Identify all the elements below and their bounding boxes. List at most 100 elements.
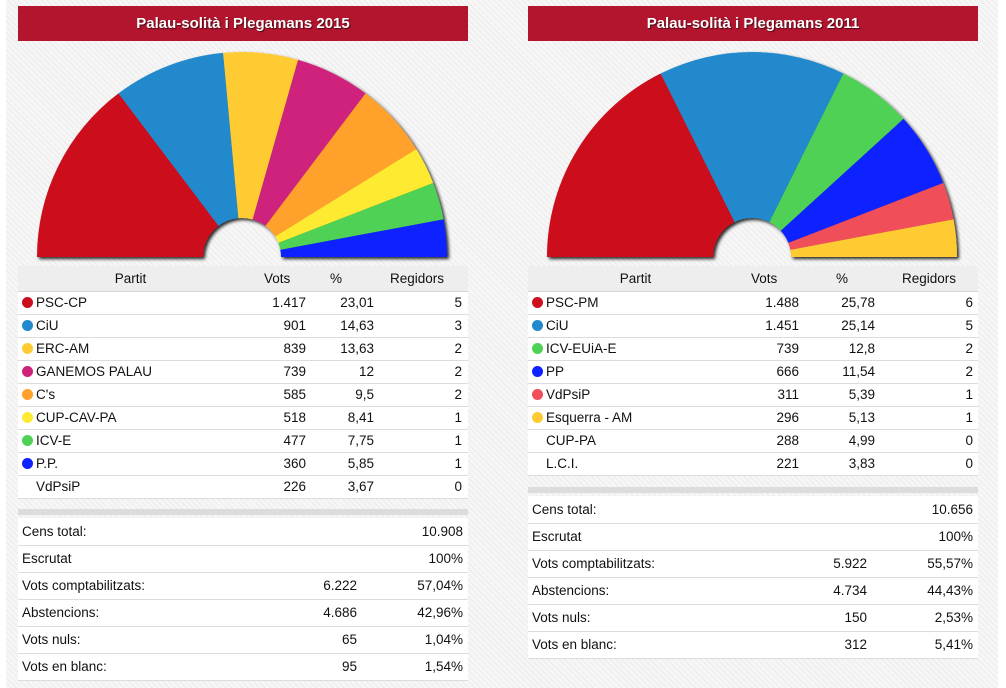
seats-cell: 1 bbox=[875, 406, 978, 430]
summary-value: 95 bbox=[268, 653, 357, 681]
party-name: C's bbox=[36, 387, 56, 402]
summary-pct: 2,53% bbox=[867, 604, 978, 632]
votes-cell: 839 bbox=[243, 337, 306, 361]
votes-cell: 296 bbox=[743, 406, 799, 430]
summary-label: Vots en blanc: bbox=[18, 653, 268, 681]
pct-cell: 14,63 bbox=[306, 314, 374, 338]
votes-cell: 477 bbox=[243, 429, 306, 453]
seats-cell: 3 bbox=[374, 314, 468, 338]
party-cell: PSC-PM bbox=[528, 291, 743, 315]
seats-cell: 1 bbox=[374, 406, 468, 430]
pct-cell: 7,75 bbox=[306, 429, 374, 453]
summary-row: Abstencions: 4.734 44,43% bbox=[528, 577, 978, 605]
summary-row: Abstencions: 4.686 42,96% bbox=[18, 599, 468, 627]
seat-slice-psc-cp bbox=[37, 93, 219, 257]
party-name: VdPsiP bbox=[546, 387, 591, 402]
summary-pct: 44,43% bbox=[867, 577, 978, 605]
pct-cell: 25,78 bbox=[799, 291, 875, 315]
summary-pct: 57,04% bbox=[357, 572, 468, 600]
summary-label: Vots comptabilitzats: bbox=[18, 572, 268, 600]
results-panel-2015: Palau-solità i Plegamans 2015 Partit Vot… bbox=[18, 0, 468, 688]
summary-value: 5.922 bbox=[778, 550, 867, 578]
party-name: P.P. bbox=[36, 456, 59, 471]
seat-slice-ciu bbox=[118, 52, 239, 226]
summary-value: 4.734 bbox=[778, 577, 867, 605]
pct-cell: 5,39 bbox=[799, 383, 875, 407]
table-row: PSC-CP 1.417 23,01 5 bbox=[18, 291, 468, 315]
votes-cell: 739 bbox=[243, 360, 306, 384]
votes-cell: 666 bbox=[743, 360, 799, 384]
summary-table: Cens total: 10.656 Escrutat 100% Vots compta… bbox=[528, 496, 978, 659]
party-color-dot-icon bbox=[22, 297, 33, 308]
summary-label: Abstencions: bbox=[528, 577, 778, 605]
summary-pct: 10.908 bbox=[357, 518, 468, 546]
seat-slice-ganemos-palau bbox=[252, 59, 366, 226]
results-panel-2011: Palau-solità i Plegamans 2011 Partit Vot… bbox=[528, 0, 978, 688]
summary-value bbox=[778, 496, 867, 524]
seat-slice-icv-e bbox=[278, 182, 444, 250]
summary-value: 150 bbox=[778, 604, 867, 632]
summary-row: Escrutat 100% bbox=[18, 545, 468, 573]
summary-label: Cens total: bbox=[528, 496, 778, 524]
table-row: Esquerra - AM 296 5,13 1 bbox=[528, 406, 978, 430]
votes-cell: 221 bbox=[743, 452, 799, 476]
votes-cell: 1.451 bbox=[743, 314, 799, 338]
votes-cell: 1.488 bbox=[743, 291, 799, 315]
party-cell: ICV-EUiA-E bbox=[528, 337, 743, 361]
party-color-dot-icon bbox=[532, 412, 543, 423]
seat-slice-pp bbox=[780, 118, 944, 243]
table-row: P.P. 360 5,85 1 bbox=[18, 452, 468, 476]
party-color-dot-icon bbox=[22, 435, 33, 446]
seat-slice-ciu bbox=[660, 51, 844, 223]
party-color-dot-icon bbox=[22, 343, 33, 354]
votes-cell: 288 bbox=[743, 429, 799, 453]
table-row: ICV-EUiA-E 739 12,8 2 bbox=[528, 337, 978, 361]
party-color-dot-icon bbox=[22, 412, 33, 423]
votes-cell: 739 bbox=[743, 337, 799, 361]
pct-cell: 8,41 bbox=[306, 406, 374, 430]
summary-pct: 100% bbox=[867, 523, 978, 551]
seats-cell: 2 bbox=[374, 337, 468, 361]
summary-row: Vots comptabilitzats: 5.922 55,57% bbox=[528, 550, 978, 578]
summary-row: Vots comptabilitzats: 6.222 57,04% bbox=[18, 572, 468, 600]
party-cell: ICV-E bbox=[18, 429, 243, 453]
pct-cell: 13,63 bbox=[306, 337, 374, 361]
separator bbox=[18, 509, 468, 515]
seats-cell: 2 bbox=[374, 360, 468, 384]
summary-value bbox=[268, 518, 357, 546]
party-color-dot-icon bbox=[532, 297, 543, 308]
seats-cell: 6 bbox=[875, 291, 978, 315]
summary-pct: 1,54% bbox=[357, 653, 468, 681]
col-header-pct: % bbox=[306, 266, 374, 292]
seats-cell: 1 bbox=[374, 429, 468, 453]
votes-cell: 226 bbox=[243, 475, 306, 499]
col-header-party: Partit bbox=[18, 266, 243, 292]
summary-row: Vots en blanc: 95 1,54% bbox=[18, 653, 468, 681]
party-cell: Esquerra - AM bbox=[528, 406, 743, 430]
table-row: C's 585 9,5 2 bbox=[18, 383, 468, 407]
party-cell: CiU bbox=[528, 314, 743, 338]
table-row: ERC-AM 839 13,63 2 bbox=[18, 337, 468, 361]
party-name: ICV-E bbox=[36, 433, 72, 448]
party-name: CiU bbox=[546, 318, 569, 333]
table-row: VdPsiP 226 3,67 0 bbox=[18, 475, 468, 499]
seats-cell: 2 bbox=[875, 337, 978, 361]
party-color-dot-icon bbox=[532, 435, 543, 446]
party-cell: PSC-CP bbox=[18, 291, 243, 315]
summary-row: Cens total: 10.656 bbox=[528, 496, 978, 524]
summary-value: 65 bbox=[268, 626, 357, 654]
party-cell: PP bbox=[528, 360, 743, 384]
party-color-dot-icon bbox=[532, 389, 543, 400]
hemicycle-group bbox=[37, 51, 447, 257]
seat-slice-esquerra-am bbox=[790, 219, 957, 257]
table-header-row: Partit Vots % Regidors bbox=[18, 266, 468, 292]
table-row: VdPsiP 311 5,39 1 bbox=[528, 383, 978, 407]
party-cell: CUP-CAV-PA bbox=[18, 406, 243, 430]
table-row: CUP-PA 288 4,99 0 bbox=[528, 429, 978, 453]
table-row: PP 666 11,54 2 bbox=[528, 360, 978, 384]
summary-label: Abstencions: bbox=[18, 599, 268, 627]
seat-slice-vdpsip bbox=[788, 182, 954, 250]
pct-cell: 12,8 bbox=[799, 337, 875, 361]
party-color-dot-icon bbox=[532, 366, 543, 377]
party-name: GANEMOS PALAU bbox=[36, 364, 153, 379]
